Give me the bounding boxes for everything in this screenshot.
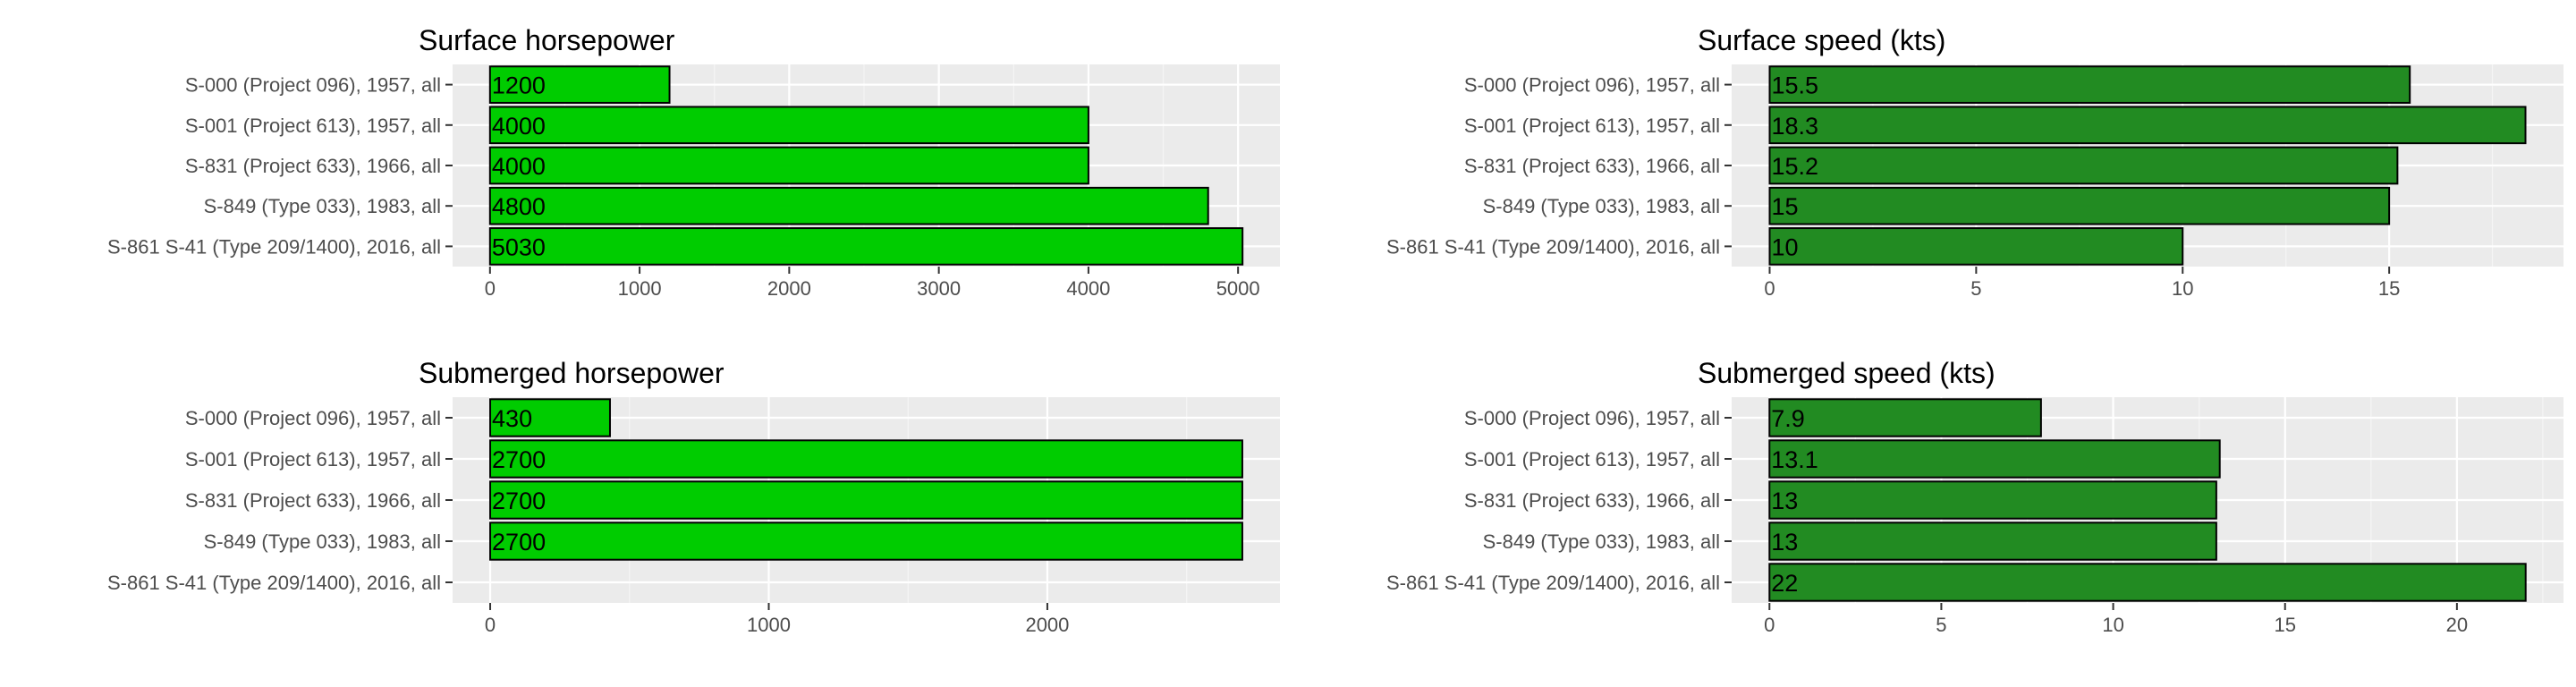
chart-title: Submerged speed (kts) [1698,357,1996,389]
bar-value-label: 4000 [492,153,546,180]
bar [1768,398,2042,437]
x-tick-label: 1000 [618,277,662,300]
bar-value-label: 5030 [492,233,546,260]
x-tick-label: 5 [1936,614,1946,636]
bar-value-label: 15.5 [1771,72,1818,99]
x-tick-label: 1000 [747,614,791,636]
x-tick-label: 0 [485,614,496,636]
category-label: S-849 (Type 033), 1983, all [1483,530,1720,553]
category-label: S-831 (Project 633), 1966, all [185,155,441,177]
x-tick-label: 15 [2378,277,2400,300]
bar-value-label: 2700 [492,488,546,514]
x-tick-label: 0 [1764,614,1775,636]
x-tick-label: 5000 [1216,277,1260,300]
bar-value-label: 13 [1771,488,1798,514]
bar-value-label: 22 [1771,570,1798,597]
x-tick-label: 15 [2274,614,2295,636]
bar-value-label: 4000 [492,113,546,140]
bar [489,398,611,437]
bar [1768,65,2411,104]
chart-title: Submerged horsepower [419,357,724,389]
bar [1768,563,2527,602]
category-label: S-849 (Type 033), 1983, all [204,530,441,553]
bar [489,522,1243,561]
category-label: S-849 (Type 033), 1983, all [1483,195,1720,217]
category-label: S-001 (Project 613), 1957, all [185,448,441,471]
bar [1768,146,2399,185]
category-label: S-861 S-41 (Type 209/1400), 2016, all [1386,572,1720,594]
category-label: S-001 (Project 613), 1957, all [1464,448,1720,471]
bar [489,480,1243,520]
bar [1768,186,2391,225]
bar-value-label: 430 [492,405,532,432]
bar [488,106,1089,145]
bar [1768,106,2527,145]
bar-value-label: 15 [1771,193,1798,220]
category-label: S-001 (Project 613), 1957, all [185,114,441,137]
chart-title: Surface horsepower [419,24,675,56]
bar-value-label: 7.9 [1771,405,1805,432]
bar-value-label: 4800 [492,193,546,220]
bar [488,186,1209,225]
bar [1768,522,2217,561]
x-tick-label: 5 [1970,277,1981,300]
bar-value-label: 15.2 [1771,153,1818,180]
category-label: S-861 S-41 (Type 209/1400), 2016, all [107,572,441,594]
x-tick-label: 2000 [1025,614,1069,636]
chart-panel-1: 1200 4000 4000 4800 5030 S-000 (Project 096),… [107,24,1280,300]
category-label: S-861 S-41 (Type 209/1400), 2016, all [1386,235,1720,258]
bar [488,227,1244,266]
bar [1768,480,2217,520]
bar [1768,439,2221,479]
category-label: S-001 (Project 613), 1957, all [1464,114,1720,137]
category-label: S-831 (Project 633), 1966, all [185,489,441,512]
bar [488,146,1089,185]
bar-value-label: 13.1 [1771,446,1818,473]
bar [1768,227,2184,266]
bar-value-label: 2700 [492,446,546,473]
x-tick-label: 3000 [917,277,961,300]
bar-value-label: 18.3 [1771,113,1818,140]
bar-value-label: 13 [1771,529,1798,556]
category-label: S-849 (Type 033), 1983, all [204,195,441,217]
x-tick-label: 2000 [767,277,811,300]
x-tick-label: 0 [1764,277,1775,300]
x-tick-label: 10 [2172,277,2193,300]
bar-value-label: 1200 [492,72,546,99]
x-tick-label: 20 [2446,614,2468,636]
bar-value-label: 2700 [492,529,546,556]
category-label: S-000 (Project 096), 1957, all [1464,74,1720,97]
category-label: S-831 (Project 633), 1966, all [1464,155,1720,177]
x-tick-label: 4000 [1066,277,1110,300]
chart-title: Surface speed (kts) [1698,24,1945,56]
x-tick-label: 10 [2102,614,2123,636]
chart-panel-2: 15.5 18.3 15.2 15 10 S-000 (Project 096), 195… [1386,24,2563,300]
chart-panel-3: 430 2700 2700 2700 S-000 (Project 096), 1957… [107,357,1280,636]
category-label: S-000 (Project 096), 1957, all [185,407,441,429]
category-label: S-000 (Project 096), 1957, all [185,74,441,97]
bar [488,65,671,104]
chart-panel-4: 7.9 13.1 13 13 22 S-000 (Project 096), 1957, … [1386,357,2563,636]
category-label: S-000 (Project 096), 1957, all [1464,407,1720,429]
bar [489,439,1243,479]
x-tick-label: 0 [485,277,496,300]
category-label: S-831 (Project 633), 1966, all [1464,489,1720,512]
category-label: S-861 S-41 (Type 209/1400), 2016, all [107,235,441,258]
bar-value-label: 10 [1771,233,1798,260]
